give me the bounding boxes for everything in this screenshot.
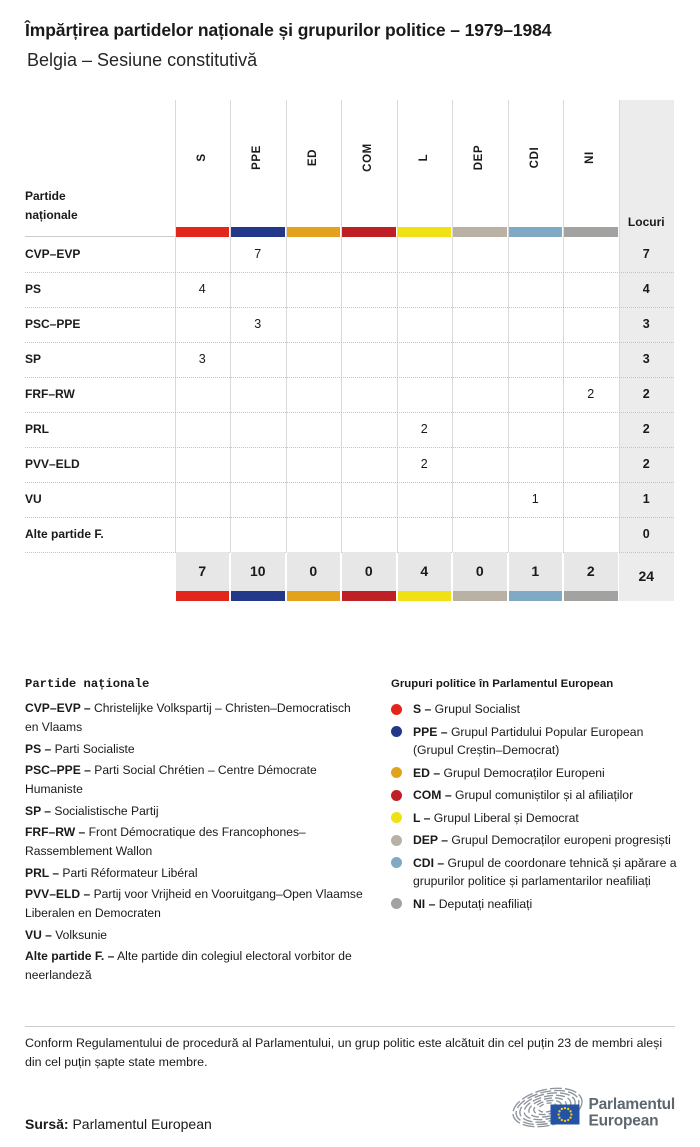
svg-text:Parlamentul: Parlamentul xyxy=(589,1096,676,1113)
svg-text:European: European xyxy=(589,1113,659,1130)
